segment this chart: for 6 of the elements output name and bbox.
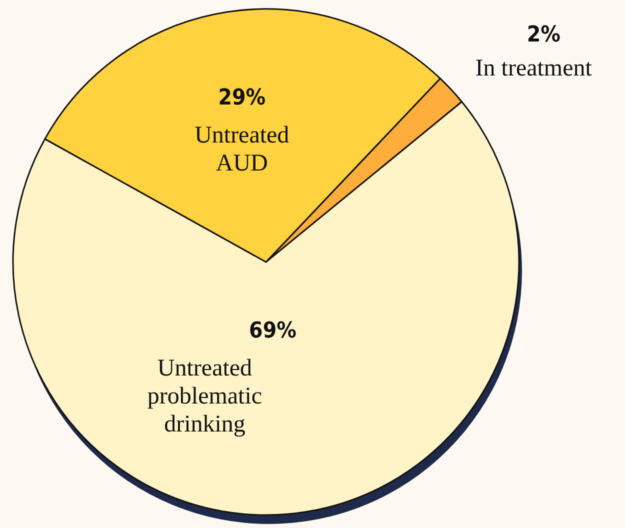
- data-label: 2%: [526, 22, 561, 48]
- data-label: 69%: [249, 318, 297, 344]
- slice-label: Untreated AUD: [194, 122, 290, 176]
- data-label: 29%: [218, 85, 266, 110]
- slice-label: In treatment: [475, 55, 592, 82]
- slice-label: Untreated problematic drinking: [147, 356, 262, 438]
